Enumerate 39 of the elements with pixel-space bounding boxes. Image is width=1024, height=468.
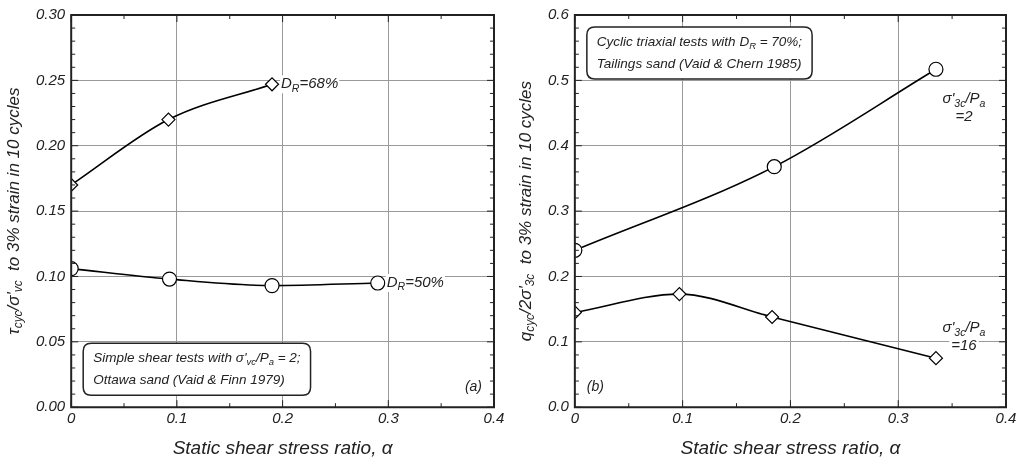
y-tick-label: 0.25: [35, 70, 66, 88]
x-tick-label: 0.3: [887, 409, 910, 427]
point: [765, 309, 780, 325]
y-tick-label: 0.05: [35, 332, 66, 350]
y-tick-label: 0.6: [547, 5, 570, 23]
y-axis-title: qcyc/2σ'3c to 3% strain in 10 cycles: [515, 80, 538, 342]
y-tick-label: 0.4: [547, 135, 569, 153]
y-tick-label: 0.30: [35, 5, 66, 23]
y-tick-label: 0.2: [547, 266, 570, 284]
y-tick-label: 0.0: [547, 397, 570, 415]
y-tick-label: 0.10: [35, 266, 66, 284]
x-tick-label: 0: [67, 409, 77, 427]
x-tick-label: 0.2: [780, 409, 802, 427]
x-tick-label: 0.1: [672, 409, 694, 427]
x-axis-title: Static shear stress ratio, α: [680, 436, 902, 458]
x-tick-label: 0: [570, 409, 580, 427]
x-tick-label: 0.4: [483, 409, 505, 427]
x-tick-label: 0.2: [272, 409, 294, 427]
point: [161, 271, 178, 287]
point: [766, 159, 782, 175]
y-tick-label: 0.1: [547, 332, 569, 350]
point: [928, 351, 944, 366]
annotation: (a): [464, 378, 483, 395]
y-tick-label: 0.00: [35, 397, 66, 415]
x-tick-label: 0.1: [166, 409, 188, 427]
point: [264, 278, 280, 294]
y-tick-label: 0.15: [35, 201, 66, 219]
y-axis-title: τcyc/σ'vc to 3% strain in 10 cycles: [3, 87, 26, 335]
y-tick-label: 0.3: [547, 201, 570, 219]
annotation: (b): [586, 378, 604, 395]
y-tick-label: 0.5: [547, 70, 570, 88]
point: [161, 112, 176, 127]
x-tick-label: 0.3: [377, 409, 400, 427]
point: [264, 77, 280, 92]
x-tick-label: 0.4: [995, 409, 1017, 427]
point: [928, 61, 944, 77]
x-axis-title: Static shear stress ratio, α: [172, 436, 394, 458]
point: [672, 287, 687, 302]
y-tick-label: 0.20: [35, 135, 66, 153]
